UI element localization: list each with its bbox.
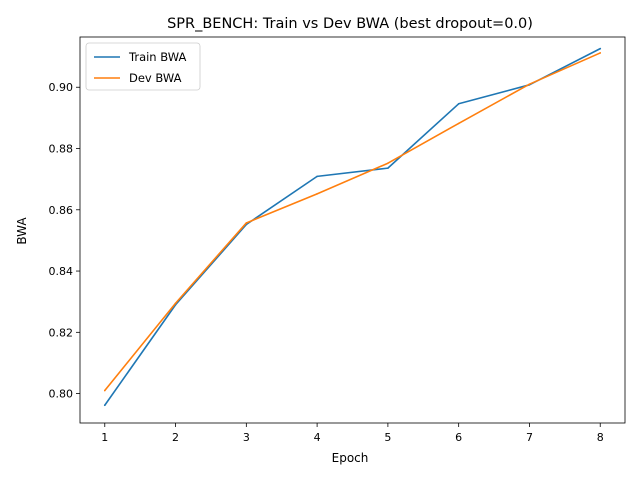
legend-label-dev-bwa: Dev BWA <box>129 71 182 85</box>
data-point-train-bwa <box>457 102 460 105</box>
legend-label-train-bwa: Train BWA <box>128 50 186 64</box>
data-point-train-bwa <box>387 167 389 169</box>
data-point-train-bwa <box>599 47 602 50</box>
data-point-train-bwa <box>103 404 106 407</box>
plot-frame <box>79 36 626 424</box>
x-tick-label: 1 <box>101 431 108 444</box>
x-tick-label: 4 <box>314 431 321 444</box>
y-tick-label: 0.88 <box>49 143 74 156</box>
y-tick-label: 0.90 <box>49 81 74 94</box>
data-point-dev-bwa <box>457 122 460 125</box>
y-axis-label: BWA <box>15 217 29 245</box>
data-point-dev-bwa <box>103 389 106 392</box>
data-point-dev-bwa <box>599 52 602 54</box>
plot-area: 1 2 3 4 5 6 7 8 0.80 0.82 0.84 0.86 0.88 0.90 Train BW… <box>49 36 626 444</box>
x-tick-label: 2 <box>172 431 179 444</box>
x-axis-label: Epoch <box>332 451 369 465</box>
y-tick-label: 0.80 <box>49 388 74 401</box>
x-tick-label: 7 <box>526 431 533 444</box>
data-point-dev-bwa <box>316 193 318 195</box>
data-point-dev-bwa <box>387 162 389 165</box>
data-point-dev-bwa <box>528 83 531 85</box>
series-line-train-bwa <box>103 47 602 407</box>
series-line-dev-bwa <box>103 52 602 392</box>
y-tick-label: 0.86 <box>49 204 74 217</box>
legend: Train BWA Dev BWA <box>85 42 201 91</box>
data-point-dev-bwa <box>174 302 177 305</box>
y-tick-label: 0.82 <box>49 326 74 339</box>
x-tick-label: 8 <box>597 431 604 444</box>
x-tick-label: 5 <box>384 431 391 444</box>
chart-title: SPR_BENCH: Train vs Dev BWA (best dropou… <box>167 16 533 32</box>
y-tick-label: 0.84 <box>49 265 74 278</box>
data-point-train-bwa <box>316 175 318 178</box>
x-tick-label: 3 <box>243 431 250 444</box>
data-point-dev-bwa <box>245 222 248 224</box>
x-tick-label: 6 <box>455 431 462 444</box>
